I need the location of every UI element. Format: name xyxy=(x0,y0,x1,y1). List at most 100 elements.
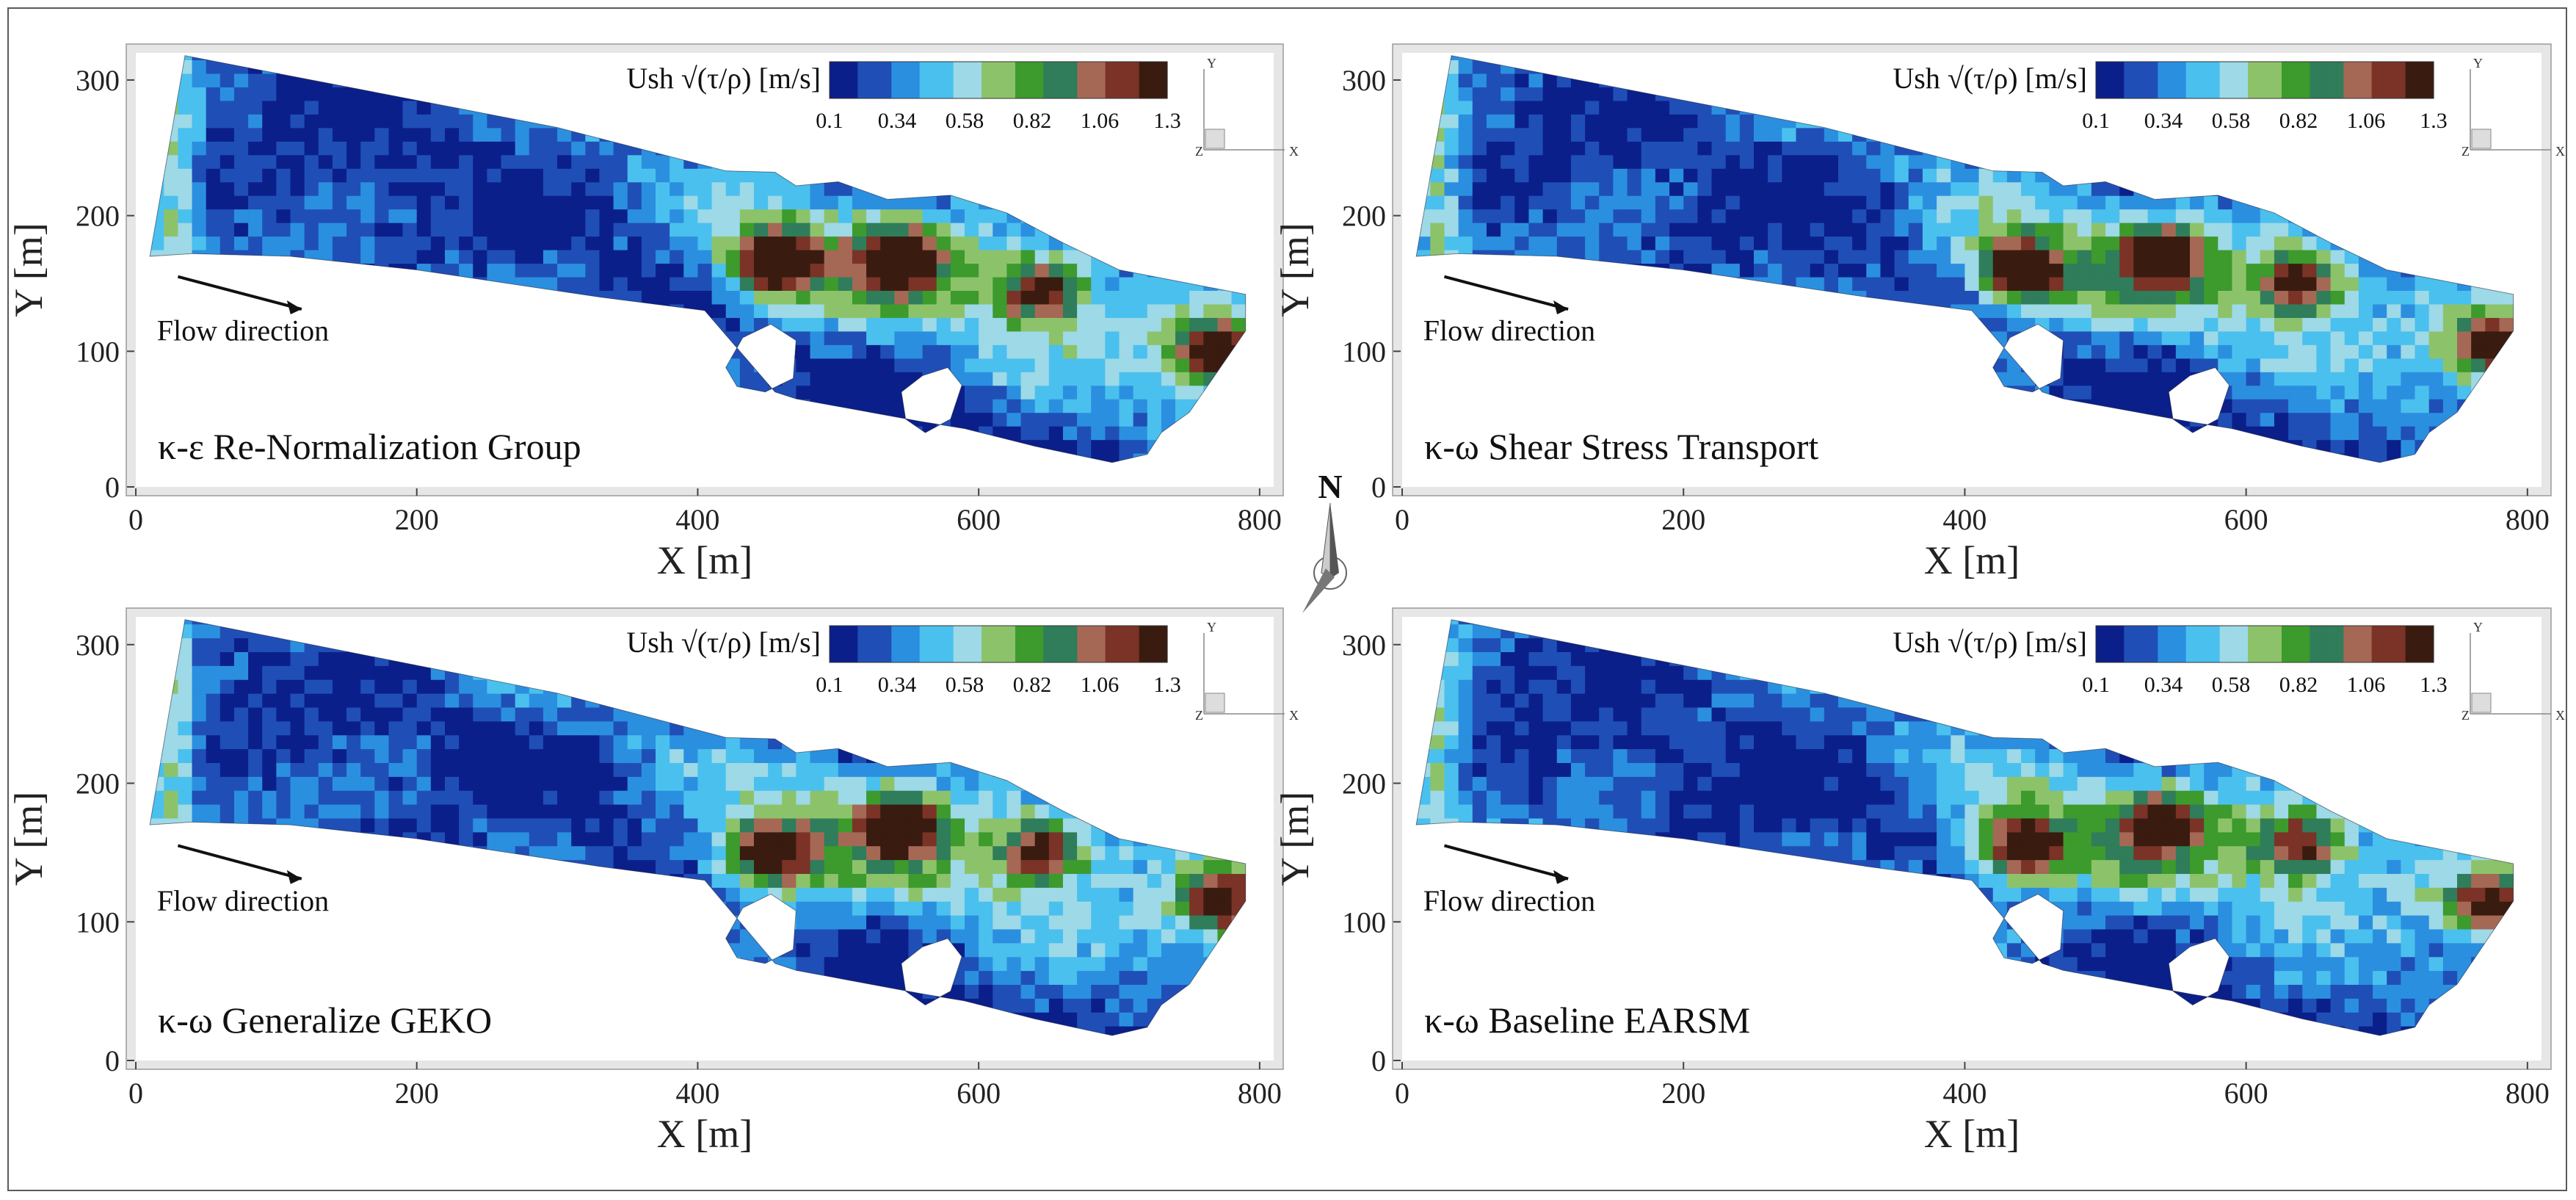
field-cell xyxy=(1091,344,1106,359)
field-cell xyxy=(641,249,656,264)
field-cell xyxy=(1683,141,1699,156)
field-cell xyxy=(993,344,1008,359)
field-cell xyxy=(2442,358,2458,372)
field-cell xyxy=(487,154,502,169)
field-cell xyxy=(1048,372,1064,386)
field-cell xyxy=(2246,372,2261,386)
field-cell xyxy=(1147,385,1162,400)
field-cell xyxy=(1514,236,1530,250)
field-cell xyxy=(1711,222,1727,237)
field-cell xyxy=(908,276,924,292)
field-cell xyxy=(1472,181,1487,196)
field-cell xyxy=(1542,209,1558,223)
field-cell xyxy=(2105,195,2120,210)
field-cell xyxy=(993,330,1008,345)
field-cell xyxy=(1133,412,1148,427)
field-cell xyxy=(1444,195,1459,210)
field-cell xyxy=(950,358,965,372)
field-cell xyxy=(852,195,867,210)
field-cell xyxy=(725,222,741,237)
field-cell xyxy=(1782,141,1797,156)
field-cell xyxy=(1147,317,1162,332)
field-cell xyxy=(332,167,347,183)
field-cell xyxy=(2442,344,2458,359)
field-cell xyxy=(627,167,642,183)
field-cell xyxy=(711,290,727,305)
colorbar-tick-label: 0.1 xyxy=(816,109,843,133)
field-cell xyxy=(571,236,587,250)
field-cell xyxy=(1175,358,1190,372)
field-cell xyxy=(2077,276,2092,292)
field-cell xyxy=(1091,303,1106,318)
field-cell xyxy=(192,195,207,210)
field-cell xyxy=(670,195,685,210)
field-cell xyxy=(2035,195,2050,210)
field-cell xyxy=(2133,358,2149,372)
field-cell xyxy=(796,195,811,210)
field-cell xyxy=(2161,344,2177,359)
field-cell xyxy=(276,100,291,115)
field-cell xyxy=(1501,222,1516,237)
field-cell xyxy=(1613,87,1628,101)
field-cell xyxy=(2274,236,2289,250)
field-cell xyxy=(2387,358,2402,372)
field-cell xyxy=(515,167,530,183)
field-cell xyxy=(824,263,839,278)
field-cell xyxy=(2189,330,2205,345)
field-cell xyxy=(262,167,277,183)
field-cell xyxy=(1739,127,1755,142)
field-cell xyxy=(206,209,221,223)
field-cell xyxy=(908,344,924,359)
field-cell xyxy=(2358,372,2373,386)
field-cell xyxy=(1528,73,1544,87)
field-cell xyxy=(2091,330,2106,345)
field-cell xyxy=(1739,222,1755,237)
field-cell xyxy=(206,114,221,129)
field-cell xyxy=(1782,167,1797,183)
field-cell xyxy=(1810,209,1825,223)
field-cell xyxy=(515,222,530,237)
field-cell xyxy=(178,181,193,196)
field-cell xyxy=(768,290,783,305)
field-cell xyxy=(178,100,193,115)
colorbar-swatch xyxy=(919,62,926,98)
field-cell xyxy=(613,167,628,183)
field-cell xyxy=(206,100,221,115)
field-cell xyxy=(2119,317,2135,332)
field-cell xyxy=(1908,236,1923,250)
field-cell xyxy=(1697,181,1713,196)
field-cell xyxy=(824,222,839,237)
field-cell xyxy=(1964,222,1980,237)
field-cell xyxy=(1627,141,1642,156)
field-cell xyxy=(318,167,333,183)
field-cell xyxy=(178,195,193,210)
field-cell xyxy=(824,358,839,372)
field-cell xyxy=(2063,317,2078,332)
field-cell xyxy=(416,127,432,142)
field-cell xyxy=(838,276,853,292)
field-cell xyxy=(753,276,769,292)
field-cell xyxy=(206,181,221,196)
field-cell xyxy=(1119,317,1134,332)
field-cell xyxy=(993,222,1008,237)
field-cell xyxy=(1077,303,1092,318)
field-cell xyxy=(922,290,937,305)
field-cell xyxy=(1105,330,1120,345)
field-cell xyxy=(880,385,896,400)
field-cell xyxy=(782,249,797,264)
field-cell xyxy=(2330,330,2345,345)
field-cell xyxy=(683,167,699,183)
field-cell xyxy=(402,236,418,250)
field-cell xyxy=(1020,385,1036,400)
field-cell xyxy=(2091,344,2106,359)
field-cell xyxy=(1062,290,1078,305)
field-cell xyxy=(824,344,839,359)
colorbar-swatch xyxy=(908,62,915,98)
field-cell xyxy=(1922,276,1937,292)
field-cell xyxy=(2147,303,2163,318)
field-cell xyxy=(1147,412,1162,427)
field-cell xyxy=(1880,236,1895,250)
field-cell xyxy=(796,385,811,400)
field-cell xyxy=(908,222,924,237)
field-cell xyxy=(290,195,305,210)
